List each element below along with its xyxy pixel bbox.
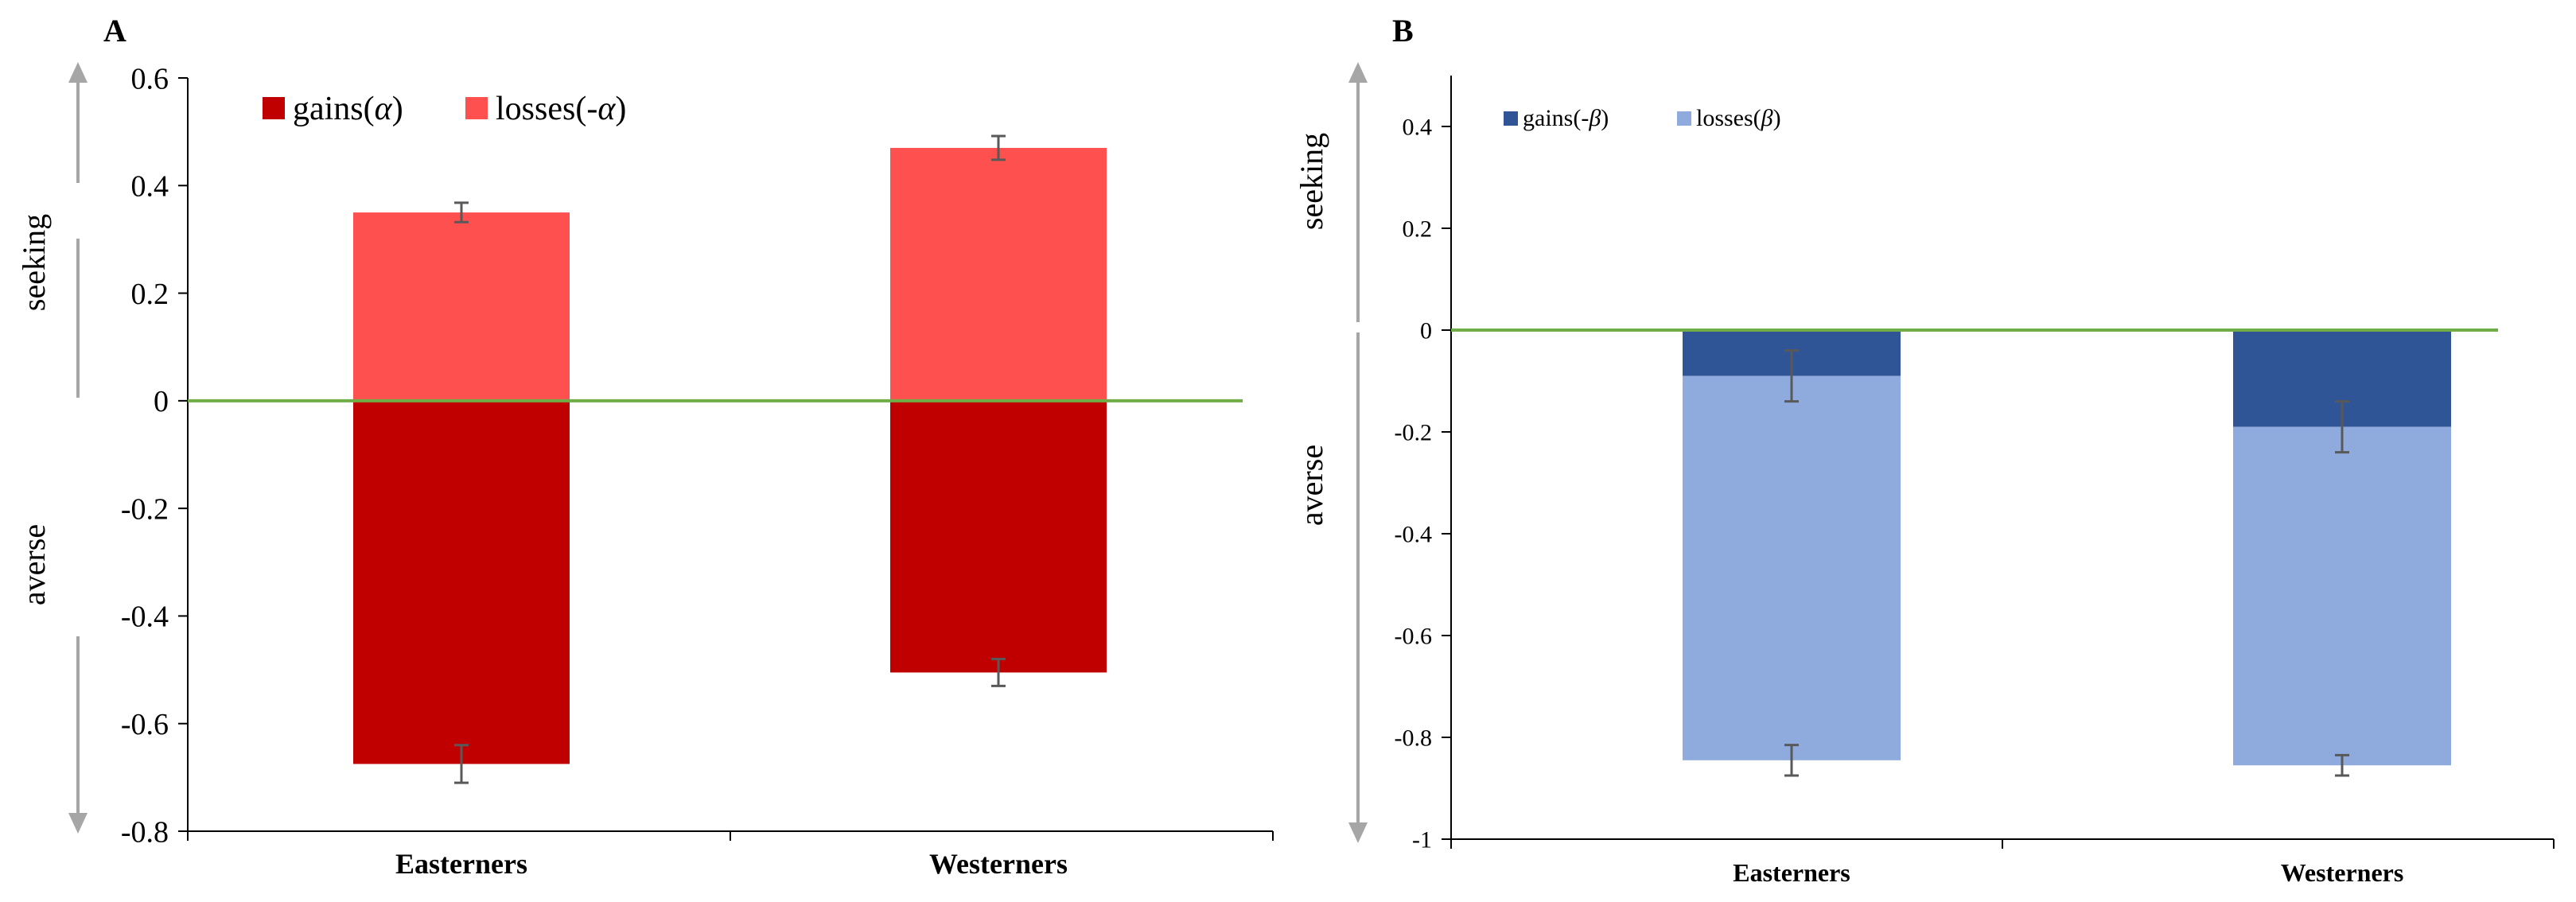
legend-losses-swatch xyxy=(1677,111,1691,126)
y-tick-label: 0 xyxy=(1420,318,1432,344)
bar-losses-easterners xyxy=(1683,375,1901,760)
x-tick-label: Westerners xyxy=(2281,858,2404,887)
y-tick-label: -0.2 xyxy=(1395,420,1433,446)
panel-a: A seeking averse 0.6 0.4 0.2 0 -0.2 -0.4 -0.6 -… xyxy=(16,13,1274,880)
bar-losses-westerners xyxy=(2233,426,2451,766)
y-tick-label: 0 xyxy=(154,385,169,418)
panel-a-label: A xyxy=(103,13,126,49)
panel-b-arrow-up-head xyxy=(1348,62,1368,83)
y-tick-label: -0.8 xyxy=(1395,725,1433,752)
bar-losses-easterners xyxy=(353,212,570,401)
y-tick-label: -1 xyxy=(1412,827,1432,853)
y-tick-label: -0.8 xyxy=(121,815,169,849)
bar-gains-westerners xyxy=(890,400,1107,673)
panel-b-arrow-down-head xyxy=(1348,822,1368,843)
legend-gains-swatch xyxy=(1504,111,1518,126)
y-tick-label: 0.2 xyxy=(1403,216,1433,243)
panel-b-averse-label: averse xyxy=(1294,445,1329,526)
y-tick-label: -0.6 xyxy=(1395,624,1433,650)
panel-b: B seeking averse 0.4 0.2 0 -0.2 -0.4 -0.6 -0.8… xyxy=(1294,13,2555,887)
legend-losses-label: losses(-α) xyxy=(496,91,626,127)
y-tick-label: -0.6 xyxy=(121,708,169,741)
y-tick-label: 0.4 xyxy=(1403,115,1433,141)
legend-gains-swatch xyxy=(263,97,285,119)
bar-gains-easterners xyxy=(353,400,570,764)
panel-a-seeking-label: seeking xyxy=(16,214,52,311)
legend-gains-label: gains(α) xyxy=(293,91,403,127)
panel-b-label: B xyxy=(1392,13,1414,49)
panel-a-legend: gains(α) losses(-α) xyxy=(263,91,626,127)
panel-a-arrow-up-head xyxy=(68,62,88,83)
y-tick-label: -0.2 xyxy=(121,492,169,526)
y-tick-label: -0.4 xyxy=(1395,522,1433,548)
y-tick-label: 0.6 xyxy=(131,62,169,95)
panel-a-arrow-down-head xyxy=(68,813,88,834)
panel-b-seeking-label: seeking xyxy=(1294,133,1329,230)
legend-gains-label: gains(-β) xyxy=(1523,105,1609,131)
y-tick-label: -0.4 xyxy=(121,601,169,634)
panel-b-legend: gains(-β) losses(β) xyxy=(1504,105,1781,131)
x-tick-label: Easterners xyxy=(395,848,527,880)
y-tick-label: 0.4 xyxy=(131,170,169,204)
legend-losses-label: losses(β) xyxy=(1696,105,1781,131)
y-tick-label: 0.2 xyxy=(131,278,169,311)
bar-losses-westerners xyxy=(890,147,1107,401)
x-tick-label: Westerners xyxy=(929,848,1068,880)
panel-a-averse-label: averse xyxy=(16,524,52,605)
x-tick-label: Easterners xyxy=(1733,858,1850,887)
legend-losses-swatch xyxy=(465,97,488,119)
